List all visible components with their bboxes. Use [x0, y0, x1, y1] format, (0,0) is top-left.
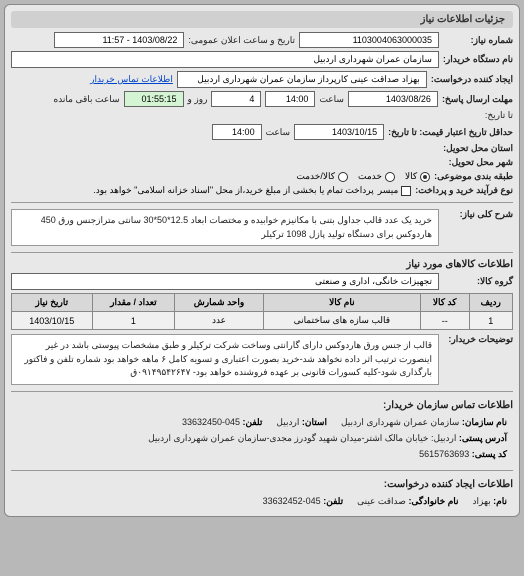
page-header: جزئیات اطلاعات نیاز [11, 11, 513, 28]
label-time2: ساعت [266, 127, 291, 138]
deadline-days: 4 [211, 91, 261, 107]
deadline-from-time: 14:00 [265, 91, 315, 107]
radio-group-type: کالا خدمت کالا/خدمت [296, 171, 430, 182]
td-0: 1 [469, 312, 512, 330]
label-process: نوع فرآیند خرید و پرداخت: [415, 185, 513, 196]
td-2: قالب سازه های ساختمانی [263, 312, 420, 330]
label-buyer: نام دستگاه خریدار: [443, 54, 513, 65]
label-remain: ساعت باقی مانده [53, 94, 119, 105]
th-1: کد کالا [420, 294, 469, 312]
note-text: قالب از جنس ورق هاردوکس دارای گارانتی وس… [11, 334, 439, 385]
label-need-num: شماره نیاز: [443, 35, 513, 46]
td-3: عدد [175, 312, 264, 330]
label-deadline-from: مهلت ارسال پاسخ: [442, 94, 513, 105]
table-row: 1 -- قالب سازه های ساختمانی عدد 1 1403/1… [12, 312, 513, 330]
value-buyer: سازمان عمران شهرداری اردبیل [11, 51, 439, 68]
buyer-contact-title: اطلاعات تماس سازمان خریدار: [11, 398, 513, 413]
radio-dot-icon [420, 172, 430, 182]
row-goods-title: اطلاعات کالاهای مورد نیاز [11, 259, 513, 270]
row-delivery: استان محل تحویل: [11, 143, 513, 154]
row-delivery2: شهر محل تحویل: [11, 157, 513, 168]
row-goods-group: گروه کالا: تجهیزات خانگی، اداری و صنعتی [11, 273, 513, 290]
td-4: 1 [92, 312, 175, 330]
checkbox-icon [401, 186, 411, 196]
radio-khadamat[interactable]: خدمت [358, 171, 395, 182]
td-5: 1403/10/15 [12, 312, 93, 330]
radio-kala[interactable]: کالا [405, 171, 430, 182]
table-header-row: ردیف کد کالا نام کالا واحد شمارش تعداد /… [12, 294, 513, 312]
check-mid[interactable]: میسر [378, 185, 412, 196]
label-note: توضیحات خریدار: [443, 334, 513, 345]
divider [11, 391, 513, 392]
buyer-contact-block: نام سازمان: سازمان عمران شهرداری اردبیل … [11, 413, 513, 464]
label-delivery-state: استان محل تحویل: [443, 143, 513, 154]
divider [11, 252, 513, 253]
row-deadline-to: تا تاریخ: [11, 110, 513, 121]
value-public-date: 1403/08/22 - 11:57 [54, 32, 184, 48]
value-request: بهزاد صداقت عینی کارپرداز سازمان عمران ش… [177, 71, 427, 88]
radio-dot-icon [385, 172, 395, 182]
price-time: 14:00 [212, 124, 262, 140]
label-qty-type: طبقه بندی موضوعی: [434, 171, 513, 182]
deadline-remain: 01:55:15 [124, 91, 184, 107]
label-day: روز و [188, 94, 208, 105]
divider [11, 470, 513, 471]
desc-text: خرید یک عدد قالب جداول بتنی با مکانیزم خ… [11, 209, 439, 246]
creator-block: نام: بهزاد نام خانوادگی: صداقت عینی تلفن… [11, 492, 513, 510]
price-date: 1403/10/15 [294, 124, 384, 140]
row-buyer: نام دستگاه خریدار: سازمان عمران شهرداری … [11, 51, 513, 68]
label-desc: شرح کلی نیاز: [443, 209, 513, 220]
need-details-page: جزئیات اطلاعات نیاز شماره نیاز: 11030040… [4, 4, 520, 517]
radio-dot-icon [338, 172, 348, 182]
row-qty-type: طبقه بندی موضوعی: کالا خدمت کالا/خدمت [11, 171, 513, 182]
check-group: میسر [378, 185, 412, 196]
link-buyer-contact[interactable]: اطلاعات تماس خریدار [90, 74, 173, 85]
row-request: ایجاد کننده درخواست: بهزاد صداقت عینی کا… [11, 71, 513, 88]
row-note: توضیحات خریدار: قالب از جنس ورق هاردوکس … [11, 334, 513, 385]
goods-table: ردیف کد کالا نام کالا واحد شمارش تعداد /… [11, 293, 513, 330]
creator-title: اطلاعات ایجاد کننده درخواست: [11, 477, 513, 492]
label-deadline-to: تا تاریخ: [443, 110, 513, 121]
label-price-valid: حداقل تاریخ اعتبار قیمت: تا تاریخ: [388, 127, 513, 138]
label-public-date: تاریخ و ساعت اعلان عمومی: [188, 35, 295, 46]
value-group: تجهیزات خانگی، اداری و صنعتی [11, 273, 439, 290]
label-request: ایجاد کننده درخواست: [431, 74, 513, 85]
row-price-valid: حداقل تاریخ اعتبار قیمت: تا تاریخ: 1403/… [11, 124, 513, 140]
divider [11, 202, 513, 203]
row-process: نوع فرآیند خرید و پرداخت: میسر پرداخت تم… [11, 185, 513, 196]
label-group: گروه کالا: [443, 276, 513, 287]
goods-title: اطلاعات کالاهای مورد نیاز [406, 259, 513, 270]
radio-both[interactable]: کالا/خدمت [296, 171, 348, 182]
th-5: تاریخ نیاز [12, 294, 93, 312]
label-delivery-city: شهر محل تحویل: [443, 157, 513, 168]
th-0: ردیف [469, 294, 512, 312]
value-need-num: 1103004063000035 [299, 32, 439, 48]
row-need-number: شماره نیاز: 1103004063000035 تاریخ و ساع… [11, 32, 513, 48]
row-deadline: مهلت ارسال پاسخ: 1403/08/26 ساعت 14:00 4… [11, 91, 513, 107]
th-2: نام کالا [263, 294, 420, 312]
row-desc: شرح کلی نیاز: خرید یک عدد قالب جداول بتن… [11, 209, 513, 246]
process-text: پرداخت تمام یا بخشی از مبلغ خرید،از محل … [93, 185, 373, 196]
th-3: واحد شمارش [175, 294, 264, 312]
td-1: -- [420, 312, 469, 330]
th-4: تعداد / مقدار [92, 294, 175, 312]
label-time1: ساعت [319, 94, 344, 105]
deadline-from-date: 1403/08/26 [348, 91, 438, 107]
